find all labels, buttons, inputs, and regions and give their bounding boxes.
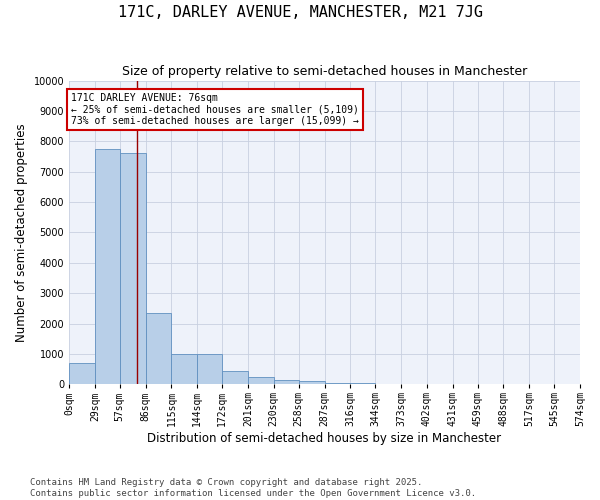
Bar [299, 381, 325, 384]
Y-axis label: Number of semi-detached properties: Number of semi-detached properties [15, 123, 28, 342]
Text: 171C, DARLEY AVENUE, MANCHESTER, M21 7JG: 171C, DARLEY AVENUE, MANCHESTER, M21 7JG [118, 5, 482, 20]
X-axis label: Distribution of semi-detached houses by size in Manchester: Distribution of semi-detached houses by … [148, 432, 502, 445]
Bar [197, 354, 222, 384]
Bar [95, 149, 120, 384]
Bar [325, 382, 350, 384]
Text: 171C DARLEY AVENUE: 76sqm
← 25% of semi-detached houses are smaller (5,109)
73% : 171C DARLEY AVENUE: 76sqm ← 25% of semi-… [71, 92, 359, 126]
Bar [350, 383, 375, 384]
Bar [69, 363, 95, 384]
Bar [274, 380, 299, 384]
Bar [146, 313, 172, 384]
Text: Contains HM Land Registry data © Crown copyright and database right 2025.
Contai: Contains HM Land Registry data © Crown c… [30, 478, 476, 498]
Bar [172, 354, 197, 384]
Title: Size of property relative to semi-detached houses in Manchester: Size of property relative to semi-detach… [122, 65, 527, 78]
Bar [120, 154, 146, 384]
Bar [248, 378, 274, 384]
Bar [222, 371, 248, 384]
